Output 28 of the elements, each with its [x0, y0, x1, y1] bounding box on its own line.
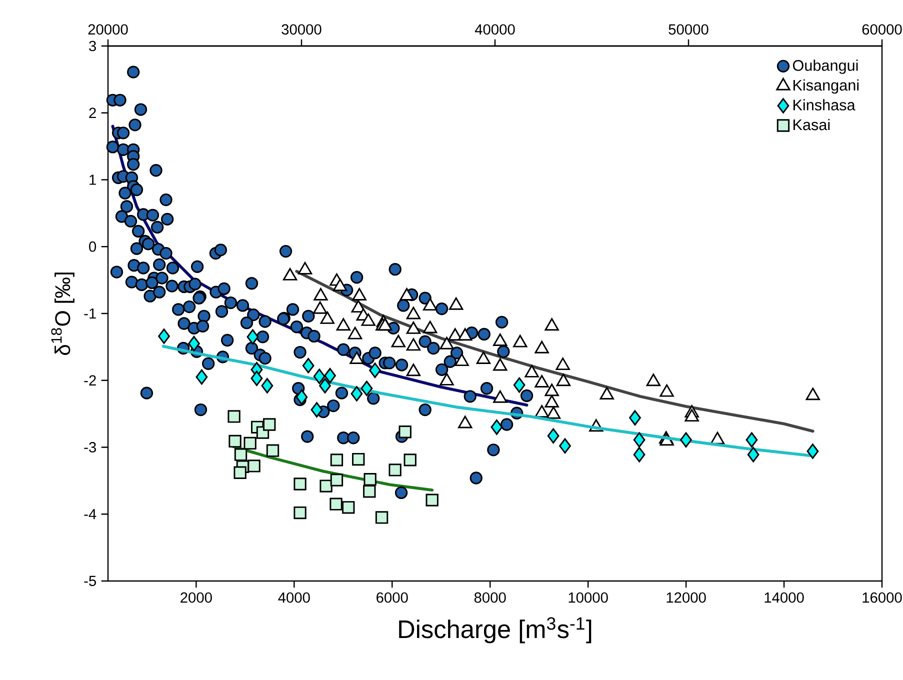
- legend-label: Oubangui: [792, 60, 858, 74]
- y-tick-label: 1: [90, 174, 96, 185]
- x-tick-label: 12000: [666, 592, 706, 603]
- x2-tick-label: 40000: [474, 24, 515, 35]
- legend-label: Kisangani: [794, 79, 859, 94]
- legend-label: Kinshasa: [794, 99, 856, 110]
- y-tick-label: -4: [84, 509, 96, 520]
- x2-tick-label: 50000: [668, 24, 708, 35]
- x-tick-label: 2000: [180, 592, 212, 603]
- x-tick-label: 6000: [376, 592, 408, 603]
- y-tick-label: 3: [89, 40, 96, 52]
- y-tick-label: -3: [84, 442, 96, 452]
- x-tick-label: 14000: [764, 592, 804, 603]
- x-tick-label: 4000: [278, 592, 310, 603]
- x-tick-label: 8000: [474, 592, 506, 603]
- x-tick-label: 10000: [568, 592, 608, 603]
- x2-tick-label: 20000: [88, 24, 128, 35]
- y-tick-label: -5: [84, 576, 96, 586]
- y-tick-label: 0: [89, 241, 96, 252]
- y-tick-label: 2: [89, 108, 96, 118]
- x2-tick-label: 60000: [862, 24, 902, 35]
- x-tick-label: 16000: [862, 592, 902, 603]
- y-axis-title: δ$^{18}$O [‰]: [51, 272, 74, 356]
- y-tick-label: -1: [84, 308, 96, 319]
- legend-label: Kasai: [794, 118, 830, 130]
- x2-tick-label: 30000: [282, 24, 322, 35]
- y-tick-label: -2: [84, 375, 96, 386]
- x-axis-title: Discharge [m$^{3}$s$^{-1}$]: [399, 617, 592, 644]
